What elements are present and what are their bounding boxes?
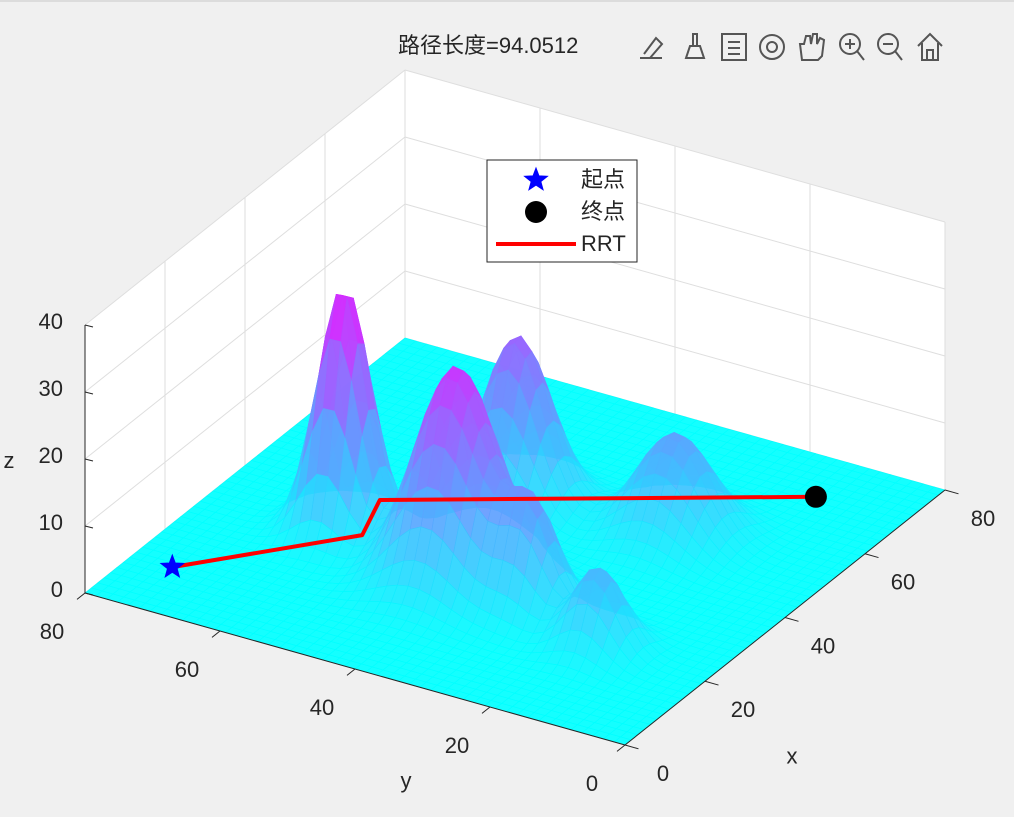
legend-label: RRT <box>581 231 626 256</box>
circle-marker <box>804 485 827 508</box>
z-axis-label: z <box>4 448 15 473</box>
y-tick-label: 60 <box>175 657 199 682</box>
z-tick <box>84 592 94 596</box>
z-tick-label: 0 <box>51 577 63 602</box>
y-tick <box>481 706 491 714</box>
x-tick-label: 20 <box>731 697 755 722</box>
y-tick <box>211 630 221 638</box>
legend-label: 起点 <box>581 167 625 192</box>
y-tick <box>346 668 356 676</box>
zoom-out-button[interactable] <box>877 33 903 61</box>
grid-line <box>404 69 946 223</box>
x-tick-label: 80 <box>971 506 995 531</box>
pan-button[interactable] <box>798 33 826 61</box>
y-tick-label: 0 <box>586 771 598 796</box>
z-tick-label: 40 <box>39 309 63 334</box>
path-line <box>171 494 816 570</box>
grid-line <box>404 270 946 424</box>
y-axis-label: y <box>401 768 412 793</box>
x-tick <box>704 680 719 686</box>
x-tick-label: 0 <box>657 761 669 786</box>
legend-button[interactable] <box>721 33 747 61</box>
y-tick <box>76 592 86 600</box>
x-axis-label: x <box>787 743 798 768</box>
circle-marker <box>525 201 547 223</box>
brush-button[interactable] <box>640 36 664 59</box>
y-tick-label: 80 <box>40 619 64 644</box>
zoom-in-button[interactable] <box>839 33 865 61</box>
z-tick-label: 20 <box>39 443 63 468</box>
z-tick-label: 10 <box>39 510 63 535</box>
star-marker <box>159 553 186 578</box>
x-tick <box>624 744 639 750</box>
x-tick <box>784 617 799 622</box>
chart-title: 路径长度=94.0512 <box>398 33 578 58</box>
toolbar-bg <box>636 27 954 67</box>
home-button[interactable] <box>917 32 943 61</box>
grid-line <box>84 203 406 460</box>
x-tick <box>864 553 879 559</box>
x-tick-label: 60 <box>891 570 915 595</box>
z-tick <box>84 525 94 529</box>
x-tick <box>944 489 959 495</box>
rotate-button[interactable] <box>759 34 785 60</box>
z-tick <box>84 458 94 462</box>
surface <box>84 293 946 746</box>
data-marks <box>159 485 827 578</box>
y-tick-label: 40 <box>310 695 334 720</box>
star-marker <box>523 166 549 191</box>
clean-button[interactable] <box>684 33 706 59</box>
x-tick-label: 40 <box>811 633 835 658</box>
z-tick <box>84 391 94 395</box>
z-tick <box>84 324 94 328</box>
grid-line <box>84 136 406 393</box>
grid-line <box>84 69 406 326</box>
axes: 0 20 40 60 80 0 20 40 60 80 0 10 20 30 40 x y z <box>4 309 996 796</box>
y-tick-label: 20 <box>445 733 469 758</box>
toolbar <box>636 27 954 67</box>
legend-label: 终点 <box>581 199 625 224</box>
y-tick <box>616 744 626 752</box>
z-tick-label: 30 <box>39 376 63 401</box>
